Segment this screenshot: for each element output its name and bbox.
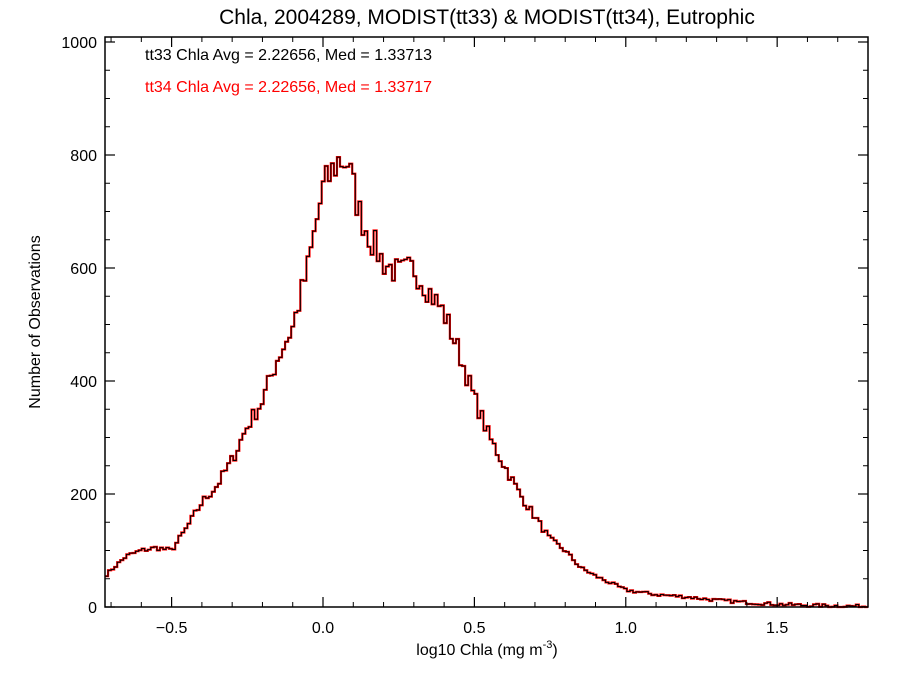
x-axis-label: log10 Chla (mg m-3) xyxy=(416,639,557,659)
plot-frame xyxy=(104,36,869,608)
x-tick-label: 0.0 xyxy=(312,620,334,637)
histogram-series-line xyxy=(105,156,868,608)
x-tick-label: 0.5 xyxy=(463,620,485,637)
y-tick-label: 0 xyxy=(88,600,97,617)
annotation-tt34: tt34 Chla Avg = 2.22656, Med = 1.33717 xyxy=(145,79,432,96)
series-layer xyxy=(105,156,868,609)
y-tick-label: 600 xyxy=(70,261,97,278)
annotation-tt33: tt33 Chla Avg = 2.22656, Med = 1.33713 xyxy=(145,47,432,64)
y-tick-label: 200 xyxy=(70,487,97,504)
x-tick-label: 1.0 xyxy=(615,620,637,637)
y-tick-label: 400 xyxy=(70,374,97,391)
x-tick-label: −0.5 xyxy=(156,620,188,637)
y-axis-label: Number of Observations xyxy=(27,235,44,408)
y-tick-label: 800 xyxy=(70,148,97,165)
x-tick-label: 1.5 xyxy=(766,620,788,637)
chart-title: Chla, 2004289, MODIST(tt33) & MODIST(tt3… xyxy=(219,6,755,29)
ticks-layer: −0.5 0.0 0.5 1.0 1.5 0 200 400 600 800 1000 xyxy=(61,35,869,637)
y-tick-label: 1000 xyxy=(61,35,97,52)
histogram-series-line xyxy=(105,156,868,609)
